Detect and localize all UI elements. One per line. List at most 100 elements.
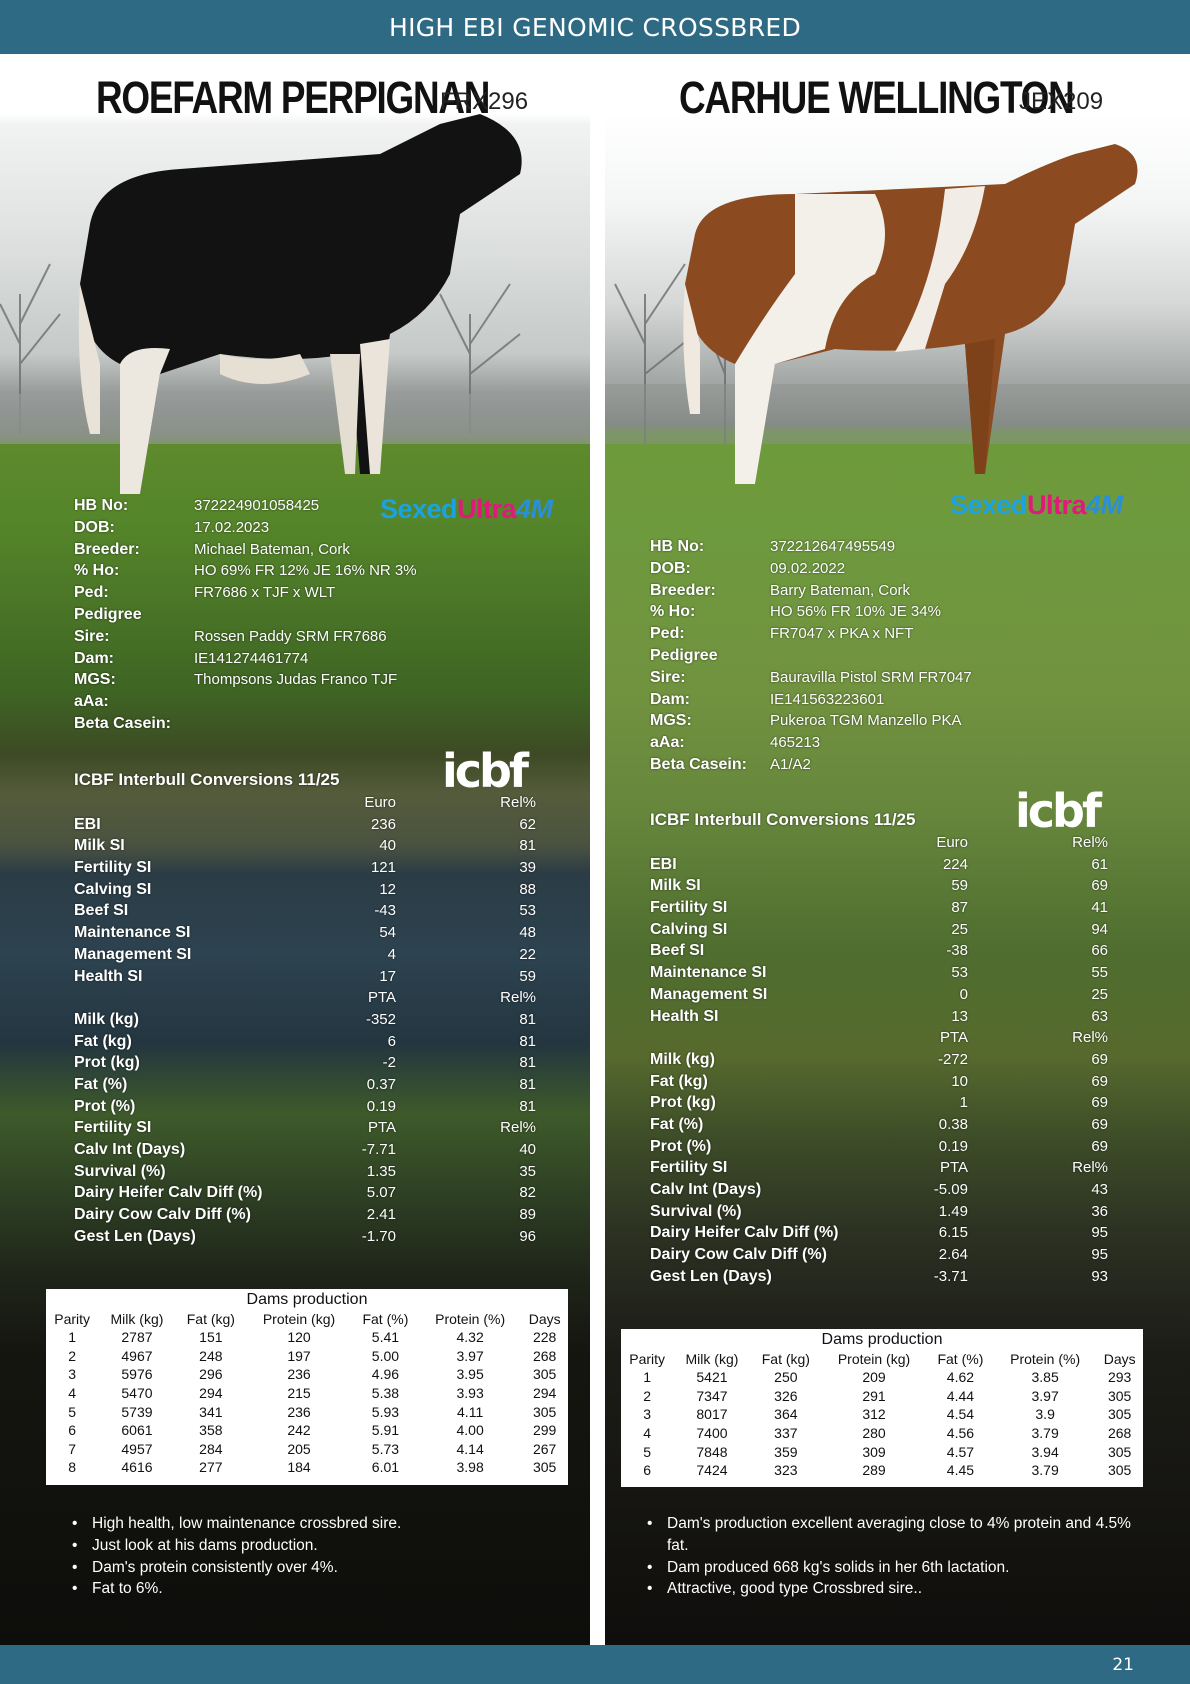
table-row: 2 7347 326 291 4.44 3.97 305 [643,1387,1132,1404]
conversion-row: Fertility SI 87 41 [650,899,1108,917]
conversion-row: Dairy Heifer Calv Diff (%) 6.15 95 [650,1224,1108,1242]
list-item: Fat to 6%. [70,1578,570,1600]
conversion-row: Beef SI -38 66 [650,942,1108,960]
table-row: 5 7848 359 309 4.57 3.94 305 [643,1443,1132,1460]
table-row: 4 5470 294 215 5.38 3.93 294 [68,1385,557,1402]
table-row: 3 8017 364 312 4.54 3.9 305 [643,1406,1132,1423]
conversion-row: Management SI 0 25 [650,985,1108,1003]
conversion-row: Fat (%) 0.38 69 [650,1115,1108,1133]
conversion-row: Euro Rel% [936,834,1108,851]
conversion-row: Calv Int (Days) -5.09 43 [650,1181,1108,1198]
dams-header-row: Parity Milk (kg) Fat (kg) Protein (kg) Fat (… [629,1350,1136,1367]
conversion-row: Fertility SI PTA Rel% [74,1119,536,1137]
list-item: Dam's production excellent averaging clo… [645,1513,1145,1557]
table-row: 2 4967 248 197 5.00 3.97 268 [68,1347,557,1364]
dams-title: Dams production [246,1291,368,1308]
conversion-row: Survival (%) 1.35 35 [74,1162,536,1180]
detail-row: aAa: 465213 [650,734,821,752]
conversions-table: ICBF Interbull Conversions 11/25 Euro Rel… [650,808,1108,1287]
conversion-row: PTA Rel% [939,1029,1108,1047]
conversion-row: Fertility SI 121 39 [74,859,536,877]
bull-title: CARHUE WELLINGTON JEX209 [679,72,1160,124]
cow-photo [78,114,522,494]
table-row: 8 4616 277 184 6.01 3.98 305 [68,1459,557,1476]
conversion-row: Fat (%) 0.37 81 [74,1075,536,1093]
conversion-row: Gest Len (Days) -3.71 93 [650,1267,1108,1285]
conversion-row: Milk SI 40 81 [74,837,536,855]
table-row: 1 2787 151 120 5.41 4.32 228 [68,1329,557,1346]
dams-production-table: Dams production Parity Milk (kg) Fat (kg) P… [621,1329,1143,1487]
conversions-title: ICBF Interbull Conversions 11/25 [74,770,340,789]
detail-row: Pedigree [650,646,718,664]
conversion-row: Calving SI 25 94 [650,920,1108,938]
conversion-row: Euro Rel% [364,794,536,811]
detail-row: Pedigree [74,605,142,623]
dams-header-row: Parity Milk (kg) Fat (kg) Protein (kg) Fat (… [54,1310,561,1327]
trees-illustration [605,263,1190,444]
table-row: 1 5421 250 209 4.62 3.85 293 [643,1369,1132,1386]
conversions-title: ICBF Interbull Conversions 11/25 [650,810,916,829]
detail-row: MGS: Thompsons Judas Franco TJF [74,671,398,689]
detail-row: Sire: Rossen Paddy SRM FR7686 [74,627,387,645]
conversion-row: PTA Rel% [367,989,536,1007]
conversion-row: EBI 224 61 [650,855,1108,873]
conversion-row: Gest Len (Days) -1.70 96 [74,1227,536,1245]
conversion-row: EBI 236 62 [74,815,536,833]
detail-row: DOB: 17.02.2023 [74,518,270,536]
table-row: 4 7400 337 280 4.56 3.79 268 [643,1425,1132,1442]
bullet-list: High health, low maintenance crossbred s… [70,1513,570,1600]
conversion-row: Milk (kg) -352 81 [74,1010,536,1028]
bull-details: HB No: 372212647495549 DOB: 09.02.2022 Bre… [650,536,1130,776]
detail-row: Sire: Bauravilla Pistol SRM FR7047 [650,668,972,686]
conversion-row: Dairy Heifer Calv Diff (%) 5.07 82 [74,1184,536,1202]
conversion-row: Fat (kg) 6 81 [74,1032,536,1050]
table-row: 5 5739 341 236 5.93 4.11 305 [68,1403,557,1420]
list-item: Just look at his dams production. [70,1535,570,1557]
detail-row: % Ho: HO 56% FR 10% JE 34% [650,603,941,621]
conversion-row: Prot (kg) 1 69 [650,1094,1108,1112]
icbf-logo: icbf [1015,784,1102,838]
detail-row: % Ho: HO 69% FR 12% JE 16% NR 3% [74,562,417,580]
list-item: High health, low maintenance crossbred s… [70,1513,570,1535]
conversion-row: Milk (kg) -272 69 [650,1050,1108,1068]
cow-photo [683,144,1138,484]
conversion-row: Calving SI 12 88 [74,880,536,898]
conversion-row: Fertility SI PTA Rel% [650,1159,1108,1177]
bull-name: CARHUE WELLINGTON [679,72,1075,123]
bull-name: ROEFARM PERPIGNAN [96,72,490,123]
list-item: Attractive, good type Crossbred sire.. [645,1578,1145,1600]
conversion-row: Milk SI 59 69 [650,877,1108,895]
detail-row: Dam: IE141563223601 [650,690,885,708]
conversion-row: Dairy Cow Calv Diff (%) 2.64 95 [650,1246,1108,1264]
detail-row: Beta Casein: A1/A2 [650,755,811,773]
detail-row: aAa: [74,693,109,711]
conversion-row: Prot (%) 0.19 69 [650,1137,1108,1155]
conversion-row: Beef SI -43 53 [74,902,536,920]
conversion-row: Health SI 17 59 [74,967,536,985]
list-item: Dam produced 668 kg's solids in her 6th … [645,1557,1145,1579]
conversion-row: Survival (%) 1.49 36 [650,1202,1108,1220]
page-banner: HIGH EBI GENOMIC CROSSBRED [0,0,1190,54]
bull-details: HB No: 372224901058425 DOB: 17.02.2023 Bre… [74,495,554,735]
detail-row: HB No: 372224901058425 [74,497,320,514]
detail-row: HB No: 372212647495549 [650,538,896,555]
sexed-ultra-logo: SexedUltra4M [380,494,553,524]
page-number: 21 [1112,1655,1134,1675]
conversion-row: Calv Int (Days) -7.71 40 [74,1141,536,1158]
conversion-row: Dairy Cow Calv Diff (%) 2.41 89 [74,1206,536,1224]
detail-row: MGS: Pukeroa TGM Manzello PKA [650,712,962,730]
conversion-row: Maintenance SI 53 55 [650,964,1108,982]
dams-production-table: Dams production Parity Milk (kg) Fat (kg) P… [46,1289,568,1485]
page-footer: 21 [0,1645,1190,1684]
bull-code: FRX296 [440,88,529,115]
bull-title: ROEFARM PERPIGNAN FRX296 [96,72,576,124]
conversion-row: Health SI 13 63 [650,1007,1108,1025]
bullet-list: Dam's production excellent averaging clo… [645,1513,1145,1600]
detail-row: Breeder: Barry Bateman, Cork [650,581,911,599]
bull-code: JEX209 [1019,88,1104,115]
bull-panel-right: CARHUE WELLINGTON JEX209 SexedUltra4M HB … [605,54,1190,1645]
conversion-row: Prot (kg) -2 81 [74,1054,536,1072]
dams-title: Dams production [821,1331,943,1348]
sexed-ultra-logo: SexedUltra4M [950,490,1123,520]
list-item: Dam's protein consistently over 4%. [70,1557,570,1579]
